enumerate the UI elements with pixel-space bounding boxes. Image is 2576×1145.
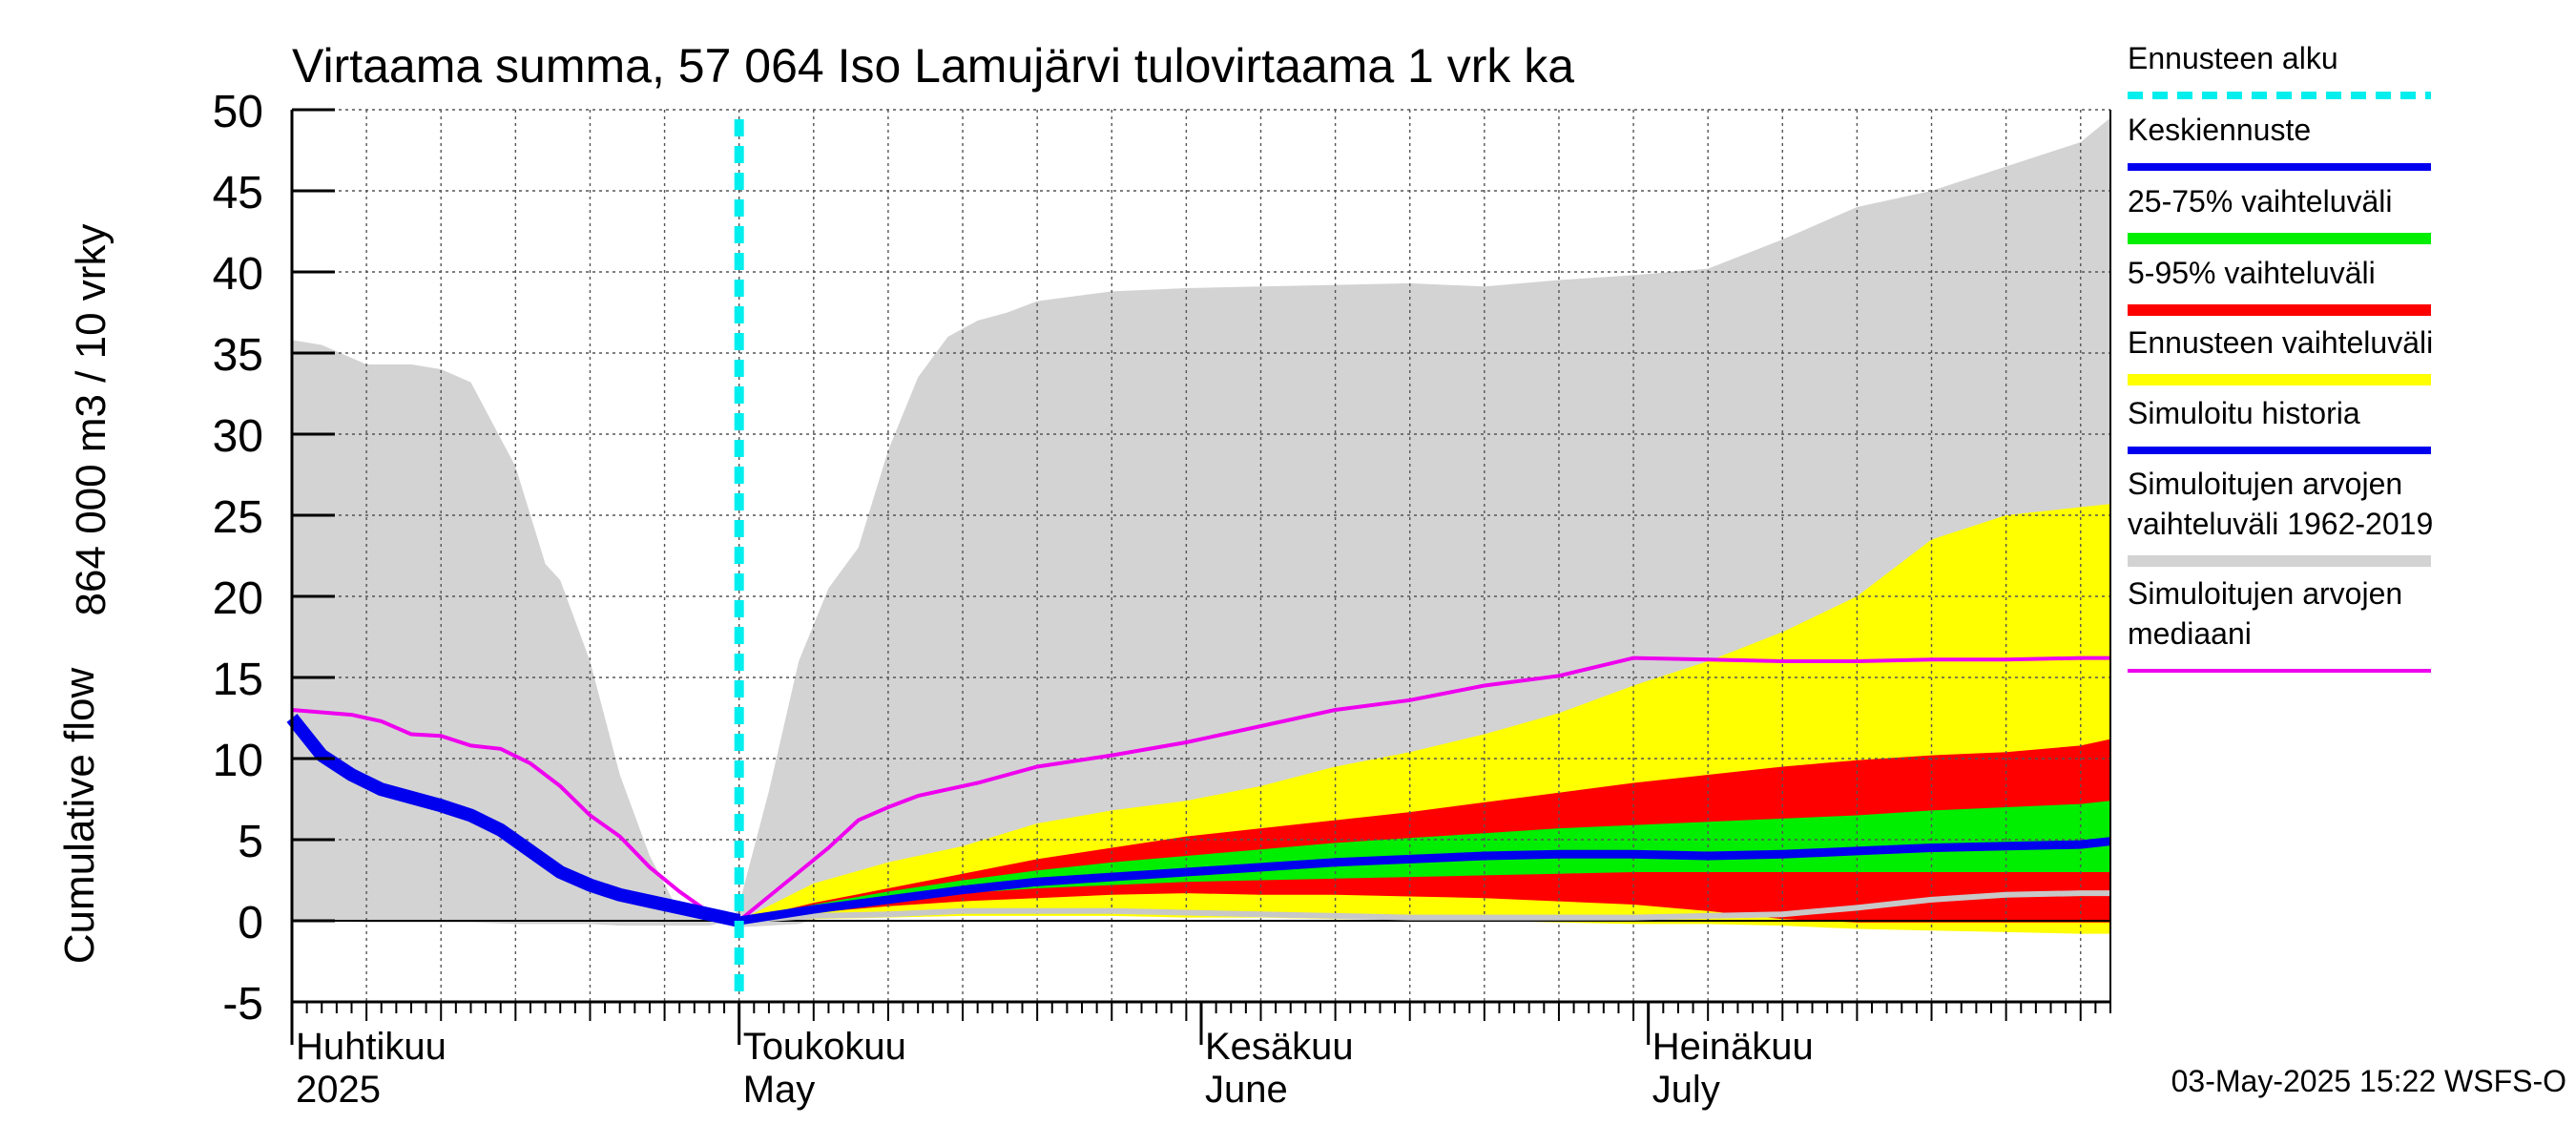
y-tick-label: 30: [213, 411, 263, 462]
x-month-label: Heinäkuu: [1652, 1026, 1814, 1068]
y-tick-label: 10: [213, 736, 263, 786]
y-tick-label: 0: [238, 898, 263, 948]
chart-title: Virtaama summa, 57 064 Iso Lamujärvi tul…: [292, 39, 1574, 93]
legend-label: 25-75% vaihteluväli: [2128, 184, 2393, 219]
footer-timestamp: 03-May-2025 15:22 WSFS-O: [2171, 1064, 2566, 1098]
legend-label: 5-95% vaihteluväli: [2128, 256, 2376, 290]
mean-forecast-line: [738, 837, 2111, 926]
x-month-label: Kesäkuu: [1205, 1026, 1354, 1068]
legend-label: Ennusteen vaihteluväli: [2128, 325, 2433, 360]
legend-label: Keskiennuste: [2128, 113, 2311, 147]
y-tick-label: 35: [213, 330, 263, 381]
legend-label: Simuloitujen arvojen: [2128, 576, 2402, 611]
y-tick-label: -5: [222, 979, 263, 1030]
simulated-history-line: [286, 714, 741, 927]
legend-label: Ennusteen alku: [2128, 41, 2338, 75]
series-lines: [286, 119, 2111, 1002]
y-tick-label: 20: [213, 573, 263, 624]
x-month-label-secondary: May: [743, 1069, 816, 1111]
y-axis-label: 864 000 m3 / 10 vrky: [68, 224, 114, 616]
legend-label: Simuloitujen arvojen: [2128, 467, 2402, 501]
forecast-low-line: [738, 890, 2110, 924]
x-month-label: Huhtikuu: [296, 1026, 447, 1068]
y-tick-label: 5: [238, 817, 263, 867]
x-month-label-secondary: 2025: [296, 1069, 381, 1111]
grid-lines: [292, 109, 2110, 1003]
legend-label: vaihteluväli 1962-2019: [2128, 507, 2433, 541]
y-axis-label-en: Cumulative flow: [56, 668, 103, 965]
legend-label: mediaani: [2128, 616, 2252, 651]
y-tick-label: 25: [213, 492, 263, 543]
y-tick-label: 45: [213, 168, 263, 219]
y-tick-label: 40: [213, 249, 263, 300]
y-tick-label: 50: [213, 87, 263, 137]
legend-label: Simuloitu historia: [2128, 396, 2360, 430]
median-line: [291, 656, 2110, 924]
x-month-label-secondary: June: [1205, 1069, 1288, 1111]
y-tick-label: 15: [213, 655, 263, 705]
axes: [290, 108, 2111, 1045]
x-month-label: Toukokuu: [743, 1026, 906, 1068]
legend: Ennusteen alku Keskiennuste 25-75% vaihtel…: [2128, 41, 2433, 673]
x-month-label-secondary: July: [1652, 1069, 1720, 1111]
chart-text: Virtaama summa, 57 064 Iso Lamujärvi tul…: [56, 39, 2566, 1111]
